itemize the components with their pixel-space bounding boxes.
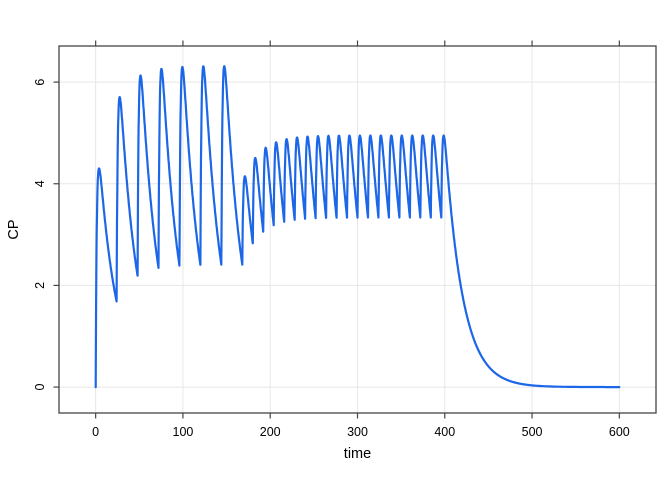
y-axis-label: CP (6, 219, 22, 239)
x-tick-label: 400 (434, 425, 455, 439)
x-tick-label: 200 (260, 425, 281, 439)
x-tick-label: 300 (347, 425, 368, 439)
x-tick-labels: 0 100 200 300 400 500 600 (92, 425, 630, 439)
series-lines (94, 65, 621, 389)
y-tick-labels: 0 2 4 6 (33, 79, 47, 391)
gridlines (59, 46, 656, 413)
axis-ticks (53, 40, 620, 419)
series-line-cp (94, 65, 621, 389)
y-tick-label: 2 (33, 282, 47, 289)
x-tick-label: 100 (173, 425, 194, 439)
y-tick-label: 6 (33, 79, 47, 86)
y-tick-label: 0 (33, 384, 47, 391)
y-tick-label: 4 (33, 180, 47, 187)
x-tick-label: 0 (92, 425, 99, 439)
x-tick-label: 500 (522, 425, 543, 439)
x-tick-label: 600 (609, 425, 630, 439)
x-axis-label: time (344, 446, 371, 462)
